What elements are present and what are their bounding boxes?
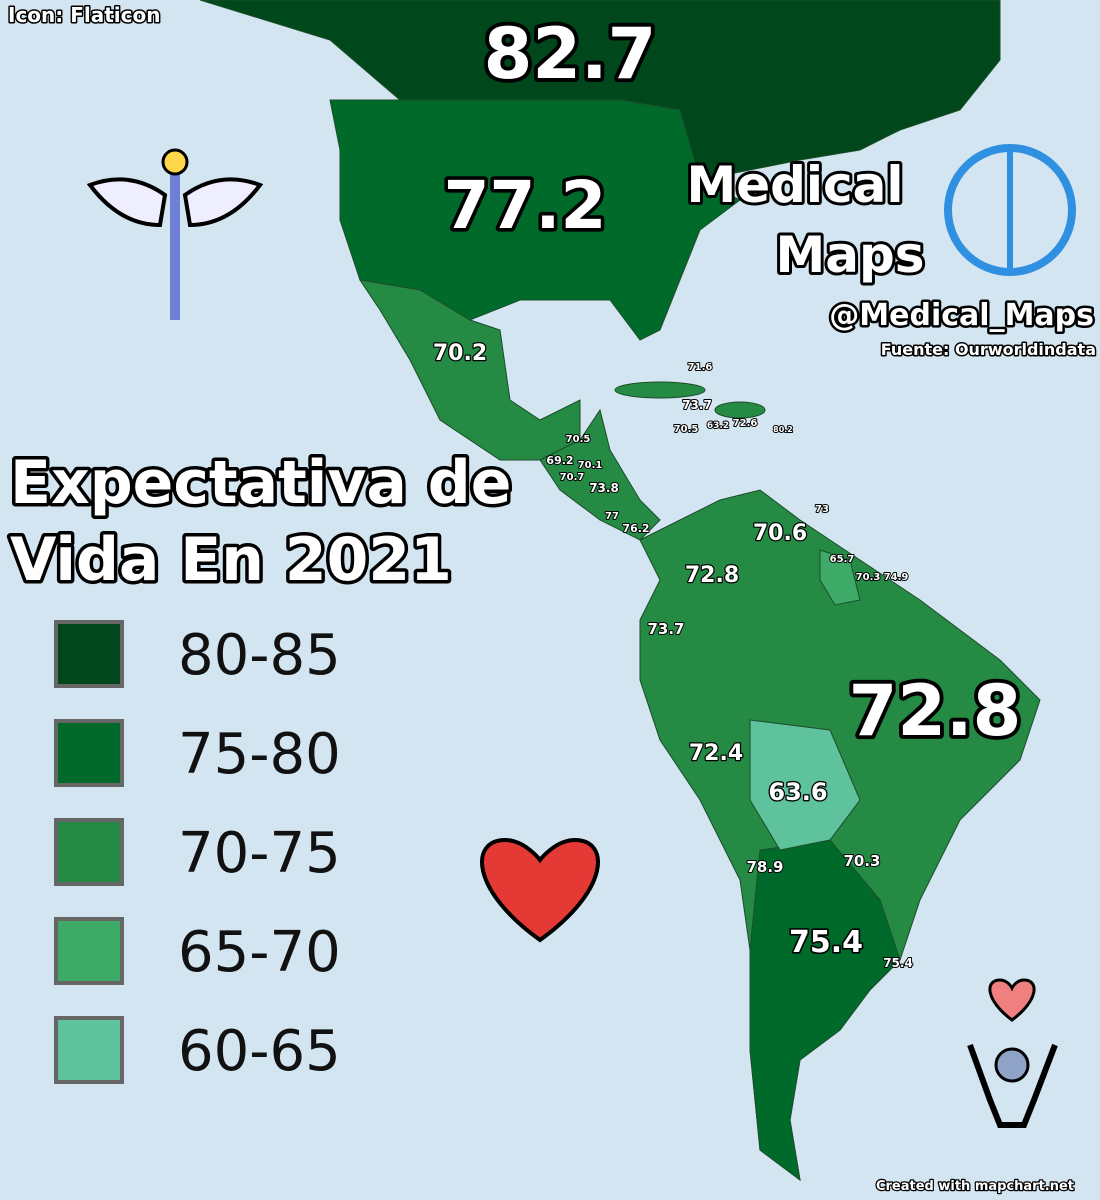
region-value: 72.8 bbox=[849, 670, 1022, 752]
icons bbox=[86, 144, 1076, 1128]
southern-cone bbox=[749, 839, 901, 1182]
region-value: 73.7 bbox=[682, 398, 712, 412]
wings bbox=[86, 177, 264, 228]
region-value: 80.2 bbox=[773, 425, 793, 434]
guyana bbox=[819, 549, 861, 606]
cuba bbox=[614, 381, 706, 399]
map-labels: 82.7 77.2 70.2 71.6 73.7 70.5 63.2 72.6 80.2 70.5… bbox=[432, 9, 1026, 971]
region-value: 73.7 bbox=[647, 620, 684, 638]
legend-label: 70-75 bbox=[178, 821, 341, 886]
region-value: 70.3 bbox=[856, 572, 881, 583]
usa bbox=[329, 99, 741, 341]
legend-label: 80-85 bbox=[178, 623, 341, 688]
region-value: 69.2 bbox=[546, 454, 573, 467]
source: Fuente: Ourworldindata bbox=[881, 340, 1096, 359]
region-value: 77 bbox=[605, 511, 619, 522]
region-value: 71.6 bbox=[688, 362, 713, 373]
region-value: 74.9 bbox=[884, 572, 909, 583]
region-value: 70.7 bbox=[560, 472, 585, 483]
region-value: 63.2 bbox=[707, 421, 729, 431]
legend: 80-85 75-80 70-75 65-70 60-65 bbox=[54, 620, 341, 1084]
bolivia bbox=[749, 719, 861, 851]
region-value: 77.2 bbox=[444, 167, 607, 244]
legend-label: 75-80 bbox=[178, 722, 341, 787]
title-line: Vida En 2021 bbox=[10, 525, 452, 595]
region-value: 72.6 bbox=[733, 418, 758, 429]
who-logo bbox=[944, 144, 1076, 276]
legend-swatch bbox=[54, 818, 124, 886]
region-value: 73 bbox=[815, 504, 829, 515]
region-value: 70.5 bbox=[566, 434, 591, 445]
hispaniola bbox=[714, 401, 766, 419]
region-value: 63.6 bbox=[768, 778, 827, 806]
legend-label: 60-65 bbox=[178, 1019, 341, 1084]
region-value: 65.7 bbox=[830, 554, 855, 565]
region-value: 70.2 bbox=[433, 341, 487, 366]
legend-swatch bbox=[54, 917, 124, 985]
legend-swatch bbox=[54, 719, 124, 787]
land bbox=[199, 0, 1041, 1182]
region-value: 78.9 bbox=[746, 858, 783, 876]
caduceus-top bbox=[161, 148, 189, 176]
legend-swatch bbox=[54, 1016, 124, 1084]
legend-label: 65-70 bbox=[178, 920, 341, 985]
region-value: 70.5 bbox=[674, 424, 699, 435]
region-value: 76.2 bbox=[622, 522, 649, 535]
footer: Created with mapchart.net bbox=[876, 1179, 1074, 1194]
region-value: 70.6 bbox=[753, 521, 807, 546]
credit: Icon: Flaticon bbox=[8, 3, 161, 27]
title-line: Expectativa de bbox=[10, 448, 511, 518]
person-arms bbox=[967, 1043, 1058, 1128]
region-value: 73.8 bbox=[589, 481, 619, 495]
person-icon bbox=[994, 1047, 1030, 1083]
central-america bbox=[539, 408, 661, 541]
region-value: 75.4 bbox=[883, 956, 913, 970]
region-value: 72.8 bbox=[685, 563, 739, 588]
region-value: 75.4 bbox=[789, 925, 863, 960]
legend-swatch bbox=[54, 620, 124, 688]
heart-icon bbox=[480, 837, 600, 943]
mexico bbox=[358, 279, 581, 461]
region-value: 72.4 bbox=[689, 741, 743, 766]
brand-line: Maps bbox=[775, 226, 924, 284]
region-value: 70.3 bbox=[843, 852, 880, 870]
small-heart bbox=[988, 978, 1036, 1022]
brand-line: Medical bbox=[686, 156, 903, 214]
handle: @Medical_Maps bbox=[829, 298, 1094, 333]
region-value: 82.7 bbox=[484, 13, 657, 95]
region-value: 70.1 bbox=[578, 460, 603, 471]
